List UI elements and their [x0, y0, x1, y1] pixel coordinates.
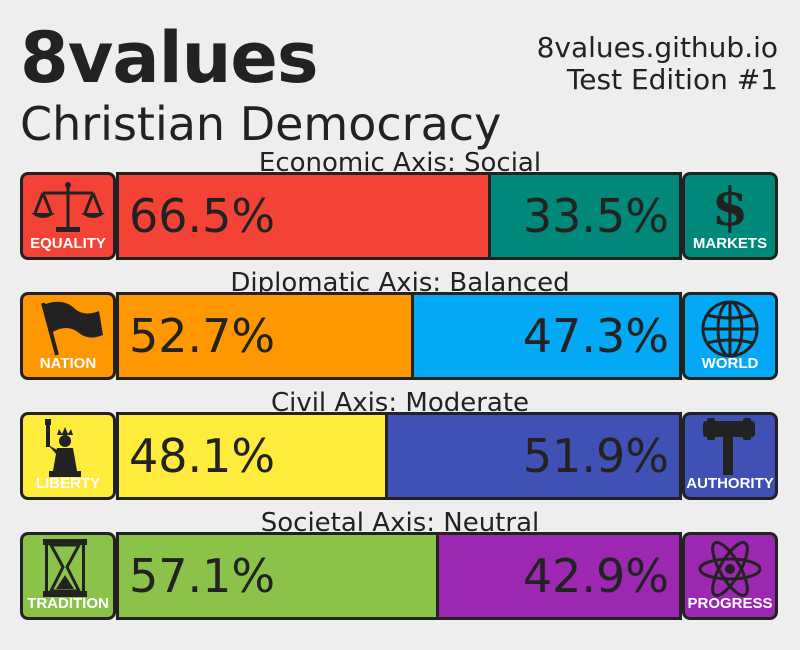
nation-label: NATION	[39, 355, 97, 372]
ideology-name: Christian Democracy	[20, 97, 502, 151]
tradition-percent: 57.1%	[129, 549, 276, 603]
equality-box: EQUALITY	[20, 172, 116, 260]
equality-label: EQUALITY	[30, 235, 106, 252]
gavel-icon	[703, 418, 755, 475]
progress-segment: 42.9%	[438, 535, 679, 617]
civil-bar: 48.1% 51.9%	[116, 412, 682, 500]
progress-percent: 42.9%	[522, 549, 669, 603]
nation-percent: 52.7%	[129, 309, 276, 363]
authority-label: AUTHORITY	[686, 475, 774, 492]
world-label: WORLD	[701, 355, 759, 372]
axis-row-diplomatic: NATION 52.7% 47.3% WORLD	[20, 292, 778, 382]
world-box: WORLD	[682, 292, 778, 380]
axis-row-societal: TRADITION 57.1% 42.9% PROGRESS	[20, 532, 778, 622]
hourglass-icon	[43, 539, 87, 597]
liberty-box: LIBERTY	[20, 412, 116, 500]
flag-icon	[41, 301, 103, 356]
liberty-segment: 48.1%	[119, 415, 389, 497]
markets-label: MARKETS	[692, 235, 768, 252]
markets-percent: 33.5%	[522, 189, 669, 243]
world-segment: 47.3%	[414, 295, 679, 377]
societal-bar: 57.1% 42.9%	[116, 532, 682, 620]
authority-percent: 51.9%	[522, 429, 669, 483]
site-url: 8values.github.io	[536, 31, 778, 64]
tradition-box: TRADITION	[20, 532, 116, 620]
authority-segment: 51.9%	[388, 415, 679, 497]
axis-row-civil: LIBERTY 48.1% 51.9% AUTHORITY	[20, 412, 778, 502]
dollar-icon: $	[712, 177, 748, 238]
equality-segment: 66.5%	[119, 175, 492, 257]
axis-row-economic: EQUALITY 66.5% 33.5% $ MARKETS	[20, 172, 778, 262]
svg-text:$: $	[712, 177, 748, 238]
liberty-statue-icon	[45, 419, 81, 477]
progress-box: PROGRESS	[682, 532, 778, 620]
liberty-label: LIBERTY	[35, 475, 101, 492]
markets-box: $ MARKETS	[682, 172, 778, 260]
brand-title: 8values	[20, 17, 319, 99]
economic-bar: 66.5% 33.5%	[116, 172, 682, 260]
diplomatic-bar: 52.7% 47.3%	[116, 292, 682, 380]
nation-segment: 52.7%	[119, 295, 415, 377]
markets-segment: 33.5%	[491, 175, 679, 257]
progress-label: PROGRESS	[687, 595, 773, 612]
scales-icon	[31, 182, 105, 232]
tradition-label: TRADITION	[27, 595, 109, 612]
world-percent: 47.3%	[522, 309, 669, 363]
authority-box: AUTHORITY	[682, 412, 778, 500]
liberty-percent: 48.1%	[129, 429, 276, 483]
tradition-segment: 57.1%	[119, 535, 439, 617]
atom-icon	[698, 541, 762, 597]
nation-box: NATION	[20, 292, 116, 380]
equality-percent: 66.5%	[129, 189, 276, 243]
globe-icon	[701, 300, 759, 358]
edition-label: Test Edition #1	[566, 63, 778, 96]
